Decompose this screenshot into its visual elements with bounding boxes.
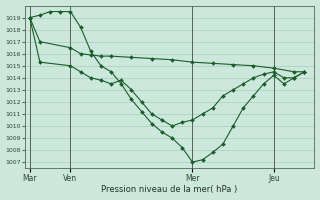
X-axis label: Pression niveau de la mer( hPa ): Pression niveau de la mer( hPa ) [101, 185, 238, 194]
